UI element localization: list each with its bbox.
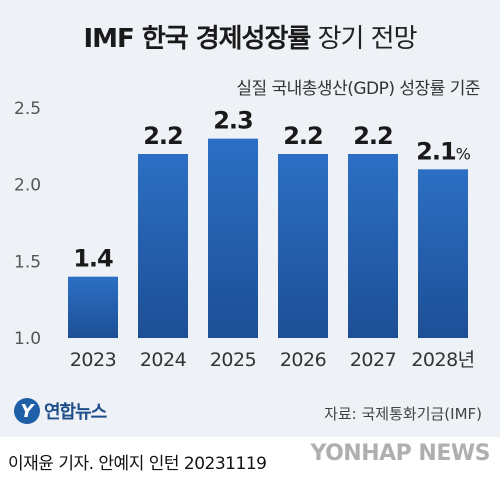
bar-value-label: 2.2 [283, 122, 323, 150]
bar-value-number: 2.2 [353, 122, 393, 150]
x-tick-label: 2024 [140, 349, 187, 371]
bar-value-number: 2.2 [143, 122, 183, 150]
byline: 이재윤 기자. 안예지 인턴 20231119 [8, 454, 267, 474]
bar-value-label: 2.3 [213, 107, 253, 135]
bar-2026 [278, 154, 328, 338]
chart-title-main: IMF 한국 경제성장률 [83, 24, 311, 54]
y-tick-label: 2.0 [14, 176, 41, 196]
bar-value-number: 2.3 [213, 107, 253, 135]
chart-title: IMF 한국 경제성장률 장기 전망 [0, 18, 500, 55]
yonhap-logo: Y 연합뉴스 [14, 398, 107, 424]
bar-chart: 1.0 1.5 2.0 2.5 1.4 2.2 2.3 2.2 2.2 2.1% 2023 202… [14, 99, 475, 371]
bar-2024 [138, 154, 188, 338]
bar-2025 [208, 138, 258, 338]
chart-title-sub: 장기 전망 [317, 24, 418, 54]
x-tick-label: 2028년 [411, 349, 474, 371]
bar-value-label: 2.2 [143, 122, 183, 150]
x-tick-label: 2025 [210, 349, 256, 371]
y-tick-label: 2.5 [14, 99, 41, 119]
chart-subtitle: 실질 국내총생산(GDP) 성장률 기준 [236, 79, 480, 99]
bar-value-label: 1.4 [73, 245, 113, 273]
footer-bar: 이재윤 기자. 안예지 인턴 20231119 YONHAP NEWS [0, 437, 500, 484]
bar-value-number: 1.4 [73, 245, 113, 273]
bar-value-label: 2.1% [416, 137, 471, 165]
yonhap-logo-icon: Y [14, 398, 40, 424]
y-tick-label: 1.0 [14, 329, 41, 349]
x-tick-label: 2023 [70, 349, 116, 371]
y-tick-label: 1.5 [14, 252, 41, 272]
bar-2028년 [418, 169, 468, 338]
percent-unit: % [456, 144, 471, 163]
bar-2023 [68, 276, 118, 338]
source-note: 자료: 국제통화기금(IMF) [324, 405, 482, 423]
yonhap-logo-text: 연합뉴스 [44, 402, 107, 423]
bar-value-number: 2.2 [283, 122, 323, 150]
bar-value-number: 2.1 [416, 137, 456, 165]
x-tick-label: 2027 [350, 349, 396, 371]
bar-value-label: 2.2 [353, 122, 393, 150]
yonhap-news-watermark: YONHAP NEWS [310, 441, 490, 466]
bar-2027 [348, 154, 398, 338]
x-tick-label: 2026 [280, 349, 326, 371]
